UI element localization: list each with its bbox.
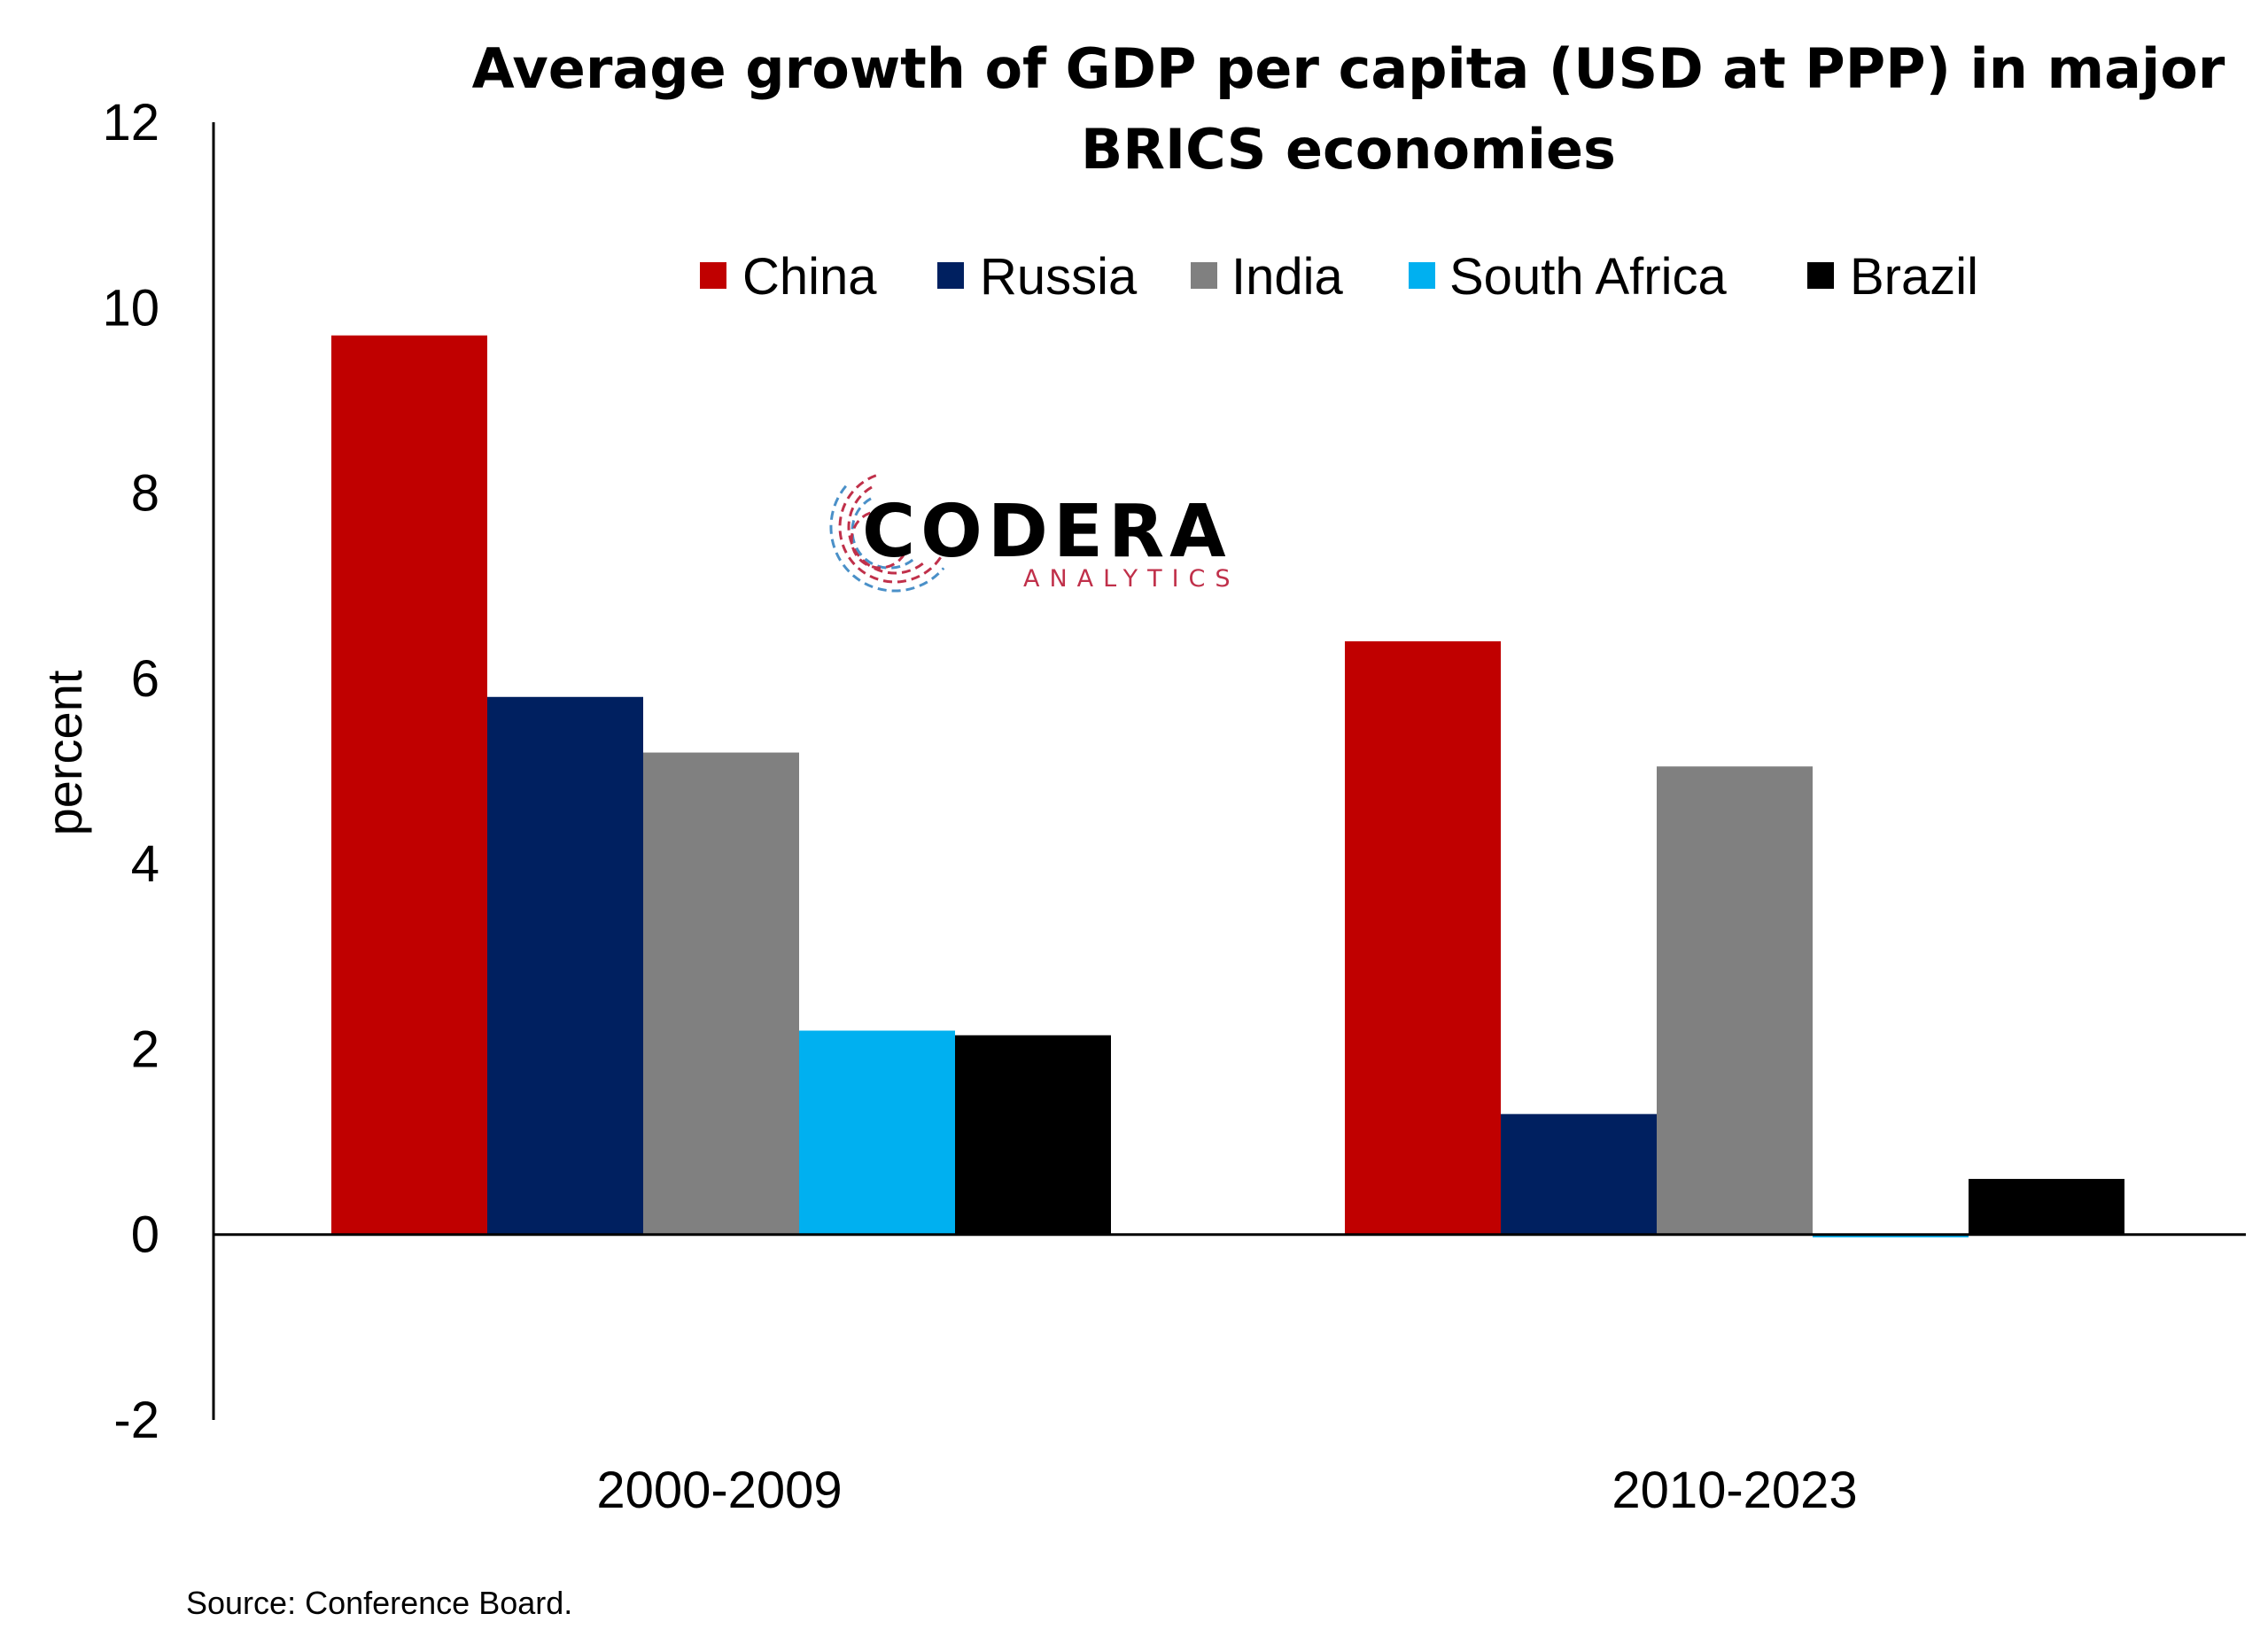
legend-swatch bbox=[1807, 262, 1834, 289]
logo-arc bbox=[829, 485, 945, 593]
logo-arc bbox=[850, 511, 906, 570]
codera-logo: CODERA ANALYTICS bbox=[829, 474, 1240, 593]
source-note: Source: Conference Board. bbox=[186, 1585, 572, 1621]
legend-label: Brazil bbox=[1850, 248, 1978, 306]
logo-name: CODERA bbox=[862, 490, 1231, 574]
bar-india-2000-2009 bbox=[643, 752, 799, 1235]
x-category-label: 2000-2009 bbox=[596, 1462, 842, 1519]
legend-swatch bbox=[937, 262, 964, 289]
y-axis-ticks: -2 0 2 4 6 8 10 12 bbox=[102, 94, 159, 1449]
logo-arc bbox=[850, 497, 914, 570]
y-tick-label: 12 bbox=[102, 94, 159, 151]
bar-china-2010-2023 bbox=[1345, 641, 1501, 1235]
legend: China Russia India South Africa Brazil bbox=[700, 248, 1978, 306]
codera-circuit-icon bbox=[829, 474, 945, 593]
bar-south-africa-2000-2009 bbox=[799, 1030, 955, 1235]
y-tick-label: 8 bbox=[131, 465, 159, 523]
y-axis-label: percent bbox=[36, 670, 92, 835]
bar-russia-2010-2023 bbox=[1501, 1113, 1657, 1235]
bar-china-2000-2009 bbox=[331, 335, 487, 1235]
legend-label: South Africa bbox=[1449, 248, 1727, 306]
logo-arc bbox=[838, 474, 944, 584]
bars bbox=[331, 335, 2124, 1237]
y-tick-label: -2 bbox=[113, 1392, 159, 1449]
legend-label: Russia bbox=[980, 248, 1138, 306]
chart-title: Average growth of GDP per capita (USD at… bbox=[472, 36, 2225, 182]
logo-arc bbox=[847, 485, 926, 575]
x-axis-categories: 2000-2009 2010-2023 bbox=[596, 1462, 1857, 1519]
bar-russia-2000-2009 bbox=[487, 696, 643, 1235]
legend-swatch bbox=[1409, 262, 1435, 289]
y-tick-label: 6 bbox=[131, 650, 159, 708]
legend-label: China bbox=[742, 248, 877, 306]
bar-south-africa-2010-2023 bbox=[1813, 1234, 1969, 1237]
y-tick-label: 10 bbox=[102, 279, 159, 337]
legend-swatch bbox=[1191, 262, 1217, 289]
y-tick-label: 0 bbox=[131, 1206, 159, 1264]
y-tick-label: 4 bbox=[131, 835, 159, 893]
bar-brazil-2000-2009 bbox=[955, 1035, 1111, 1235]
legend-swatch bbox=[700, 262, 726, 289]
chart-title-line-1: Average growth of GDP per capita (USD at… bbox=[472, 36, 2225, 101]
legend-label: India bbox=[1231, 248, 1344, 306]
x-category-label: 2010-2023 bbox=[1612, 1462, 1857, 1519]
chart-title-line-2: BRICS economies bbox=[1081, 117, 1616, 182]
bar-india-2010-2023 bbox=[1657, 766, 1813, 1235]
logo-tagline: ANALYTICS bbox=[1023, 565, 1240, 593]
y-tick-label: 2 bbox=[131, 1020, 159, 1078]
axes bbox=[212, 122, 2246, 1420]
bar-brazil-2010-2023 bbox=[1969, 1178, 2124, 1235]
